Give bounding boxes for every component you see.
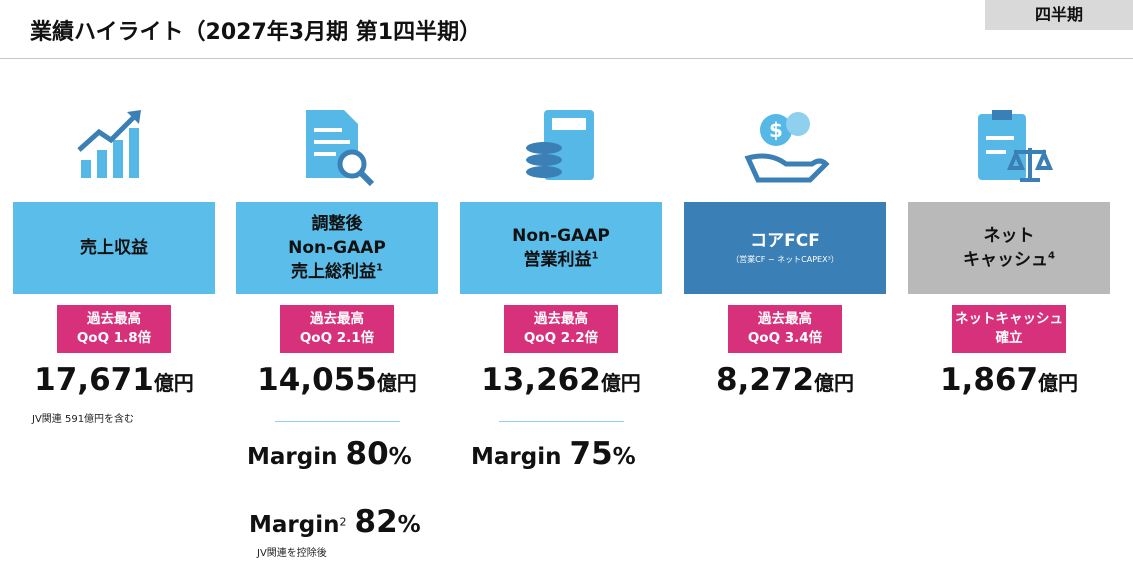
- badge-line: 確立: [995, 330, 1023, 346]
- margin-unit: %: [397, 512, 421, 538]
- value-note: JV関連 591億円を含む: [32, 414, 135, 425]
- metric-header: 売上収益: [13, 202, 215, 294]
- footnote-mark: 2: [339, 515, 347, 529]
- separator: [275, 421, 400, 422]
- metric-value: 13,262億円: [449, 362, 673, 398]
- header-line: 調整後: [311, 214, 363, 234]
- value-unit: 億円: [814, 371, 855, 395]
- margin-space: [561, 444, 569, 470]
- value-number: 13,262: [481, 362, 601, 398]
- value-unit: 億円: [600, 371, 641, 395]
- metric-value: 8,272億円: [673, 362, 897, 398]
- value-unit: 億円: [376, 371, 417, 395]
- icon-clipboard: [978, 110, 1054, 182]
- badge-line: 過去最高: [310, 311, 364, 327]
- record-badge: 過去最高 QoQ 3.4倍: [728, 305, 842, 353]
- margin-space: [337, 444, 345, 470]
- margin-value: 80: [345, 436, 389, 472]
- header-line: Non-GAAP: [512, 226, 610, 246]
- metric-header: 調整後 Non-GAAP 売上総利益1: [236, 202, 438, 294]
- metric-value: 1,867億円: [897, 362, 1121, 398]
- badge-line: 過去最高: [534, 311, 588, 327]
- icon-hand-coins: $: [744, 112, 830, 183]
- svg-text:$: $: [769, 118, 783, 142]
- record-badge: 過去最高 QoQ 1.8倍: [57, 305, 171, 353]
- value-number: 8,272: [715, 362, 815, 398]
- value-unit: 億円: [1038, 371, 1079, 395]
- header-sublabel: （営業CF − ネットCAPEX³）: [731, 255, 839, 264]
- divider: [0, 58, 1133, 59]
- badge-line: 過去最高: [758, 311, 812, 327]
- badge-line: ネットキャッシュ: [955, 311, 1063, 327]
- metric-header: コアFCF （営業CF − ネットCAPEX³）: [684, 202, 886, 294]
- margin-unit: %: [612, 444, 636, 470]
- record-badge: ネットキャッシュ 確立: [952, 305, 1066, 353]
- metric-header: Non-GAAP 営業利益1: [460, 202, 662, 294]
- badge-line: QoQ 2.1倍: [299, 330, 375, 346]
- margin-label: Margin: [249, 512, 340, 538]
- metric-header: ネットキャッシュ4: [908, 202, 1110, 294]
- header-line: Non-GAAP: [288, 238, 386, 258]
- margin-unit: %: [388, 444, 412, 470]
- margin-space: [346, 512, 354, 538]
- margin: Margin 75%: [471, 436, 636, 472]
- period-tag: 四半期: [985, 0, 1133, 30]
- badge-line: QoQ 1.8倍: [76, 330, 152, 346]
- value-number: 1,867: [939, 362, 1039, 398]
- title: 業績ハイライト（2027年3月期 第1四半期）: [30, 20, 482, 45]
- header-line: コアFCF: [750, 231, 820, 251]
- header-line: キャッシュ4: [963, 250, 1055, 270]
- margin: Margin2 82%: [249, 504, 421, 540]
- icon-calculator: [526, 110, 594, 180]
- record-badge: 過去最高 QoQ 2.1倍: [280, 305, 394, 353]
- value-unit: 億円: [153, 371, 194, 395]
- margin: Margin 80%: [247, 436, 412, 472]
- header-line: 売上収益: [80, 238, 148, 258]
- margin-label: Margin: [471, 444, 562, 470]
- value-number: 17,671: [34, 362, 154, 398]
- icon-document: [306, 110, 375, 187]
- footnote-mark: 1: [376, 262, 383, 274]
- value-number: 14,055: [257, 362, 377, 398]
- margin-label: Margin: [247, 444, 338, 470]
- badge-line: QoQ 2.2倍: [523, 330, 599, 346]
- margin-note: JV関連を控除後: [257, 548, 327, 559]
- icon-growth: [77, 110, 141, 178]
- badge-line: 過去最高: [87, 311, 141, 327]
- metric-value: 17,671億円: [2, 362, 226, 398]
- header-line: 売上総利益1: [291, 262, 383, 282]
- footnote-mark: 4: [1048, 250, 1055, 262]
- margin-value: 82: [354, 504, 398, 540]
- metric-value: 14,055億円: [225, 362, 449, 398]
- header-line: ネット: [983, 226, 1035, 246]
- badge-line: QoQ 3.4倍: [747, 330, 823, 346]
- margin-value: 75: [569, 436, 613, 472]
- separator: [499, 421, 624, 422]
- footnote-mark: 1: [591, 250, 599, 262]
- header-line: 営業利益1: [523, 250, 599, 270]
- record-badge: 過去最高 QoQ 2.2倍: [504, 305, 618, 353]
